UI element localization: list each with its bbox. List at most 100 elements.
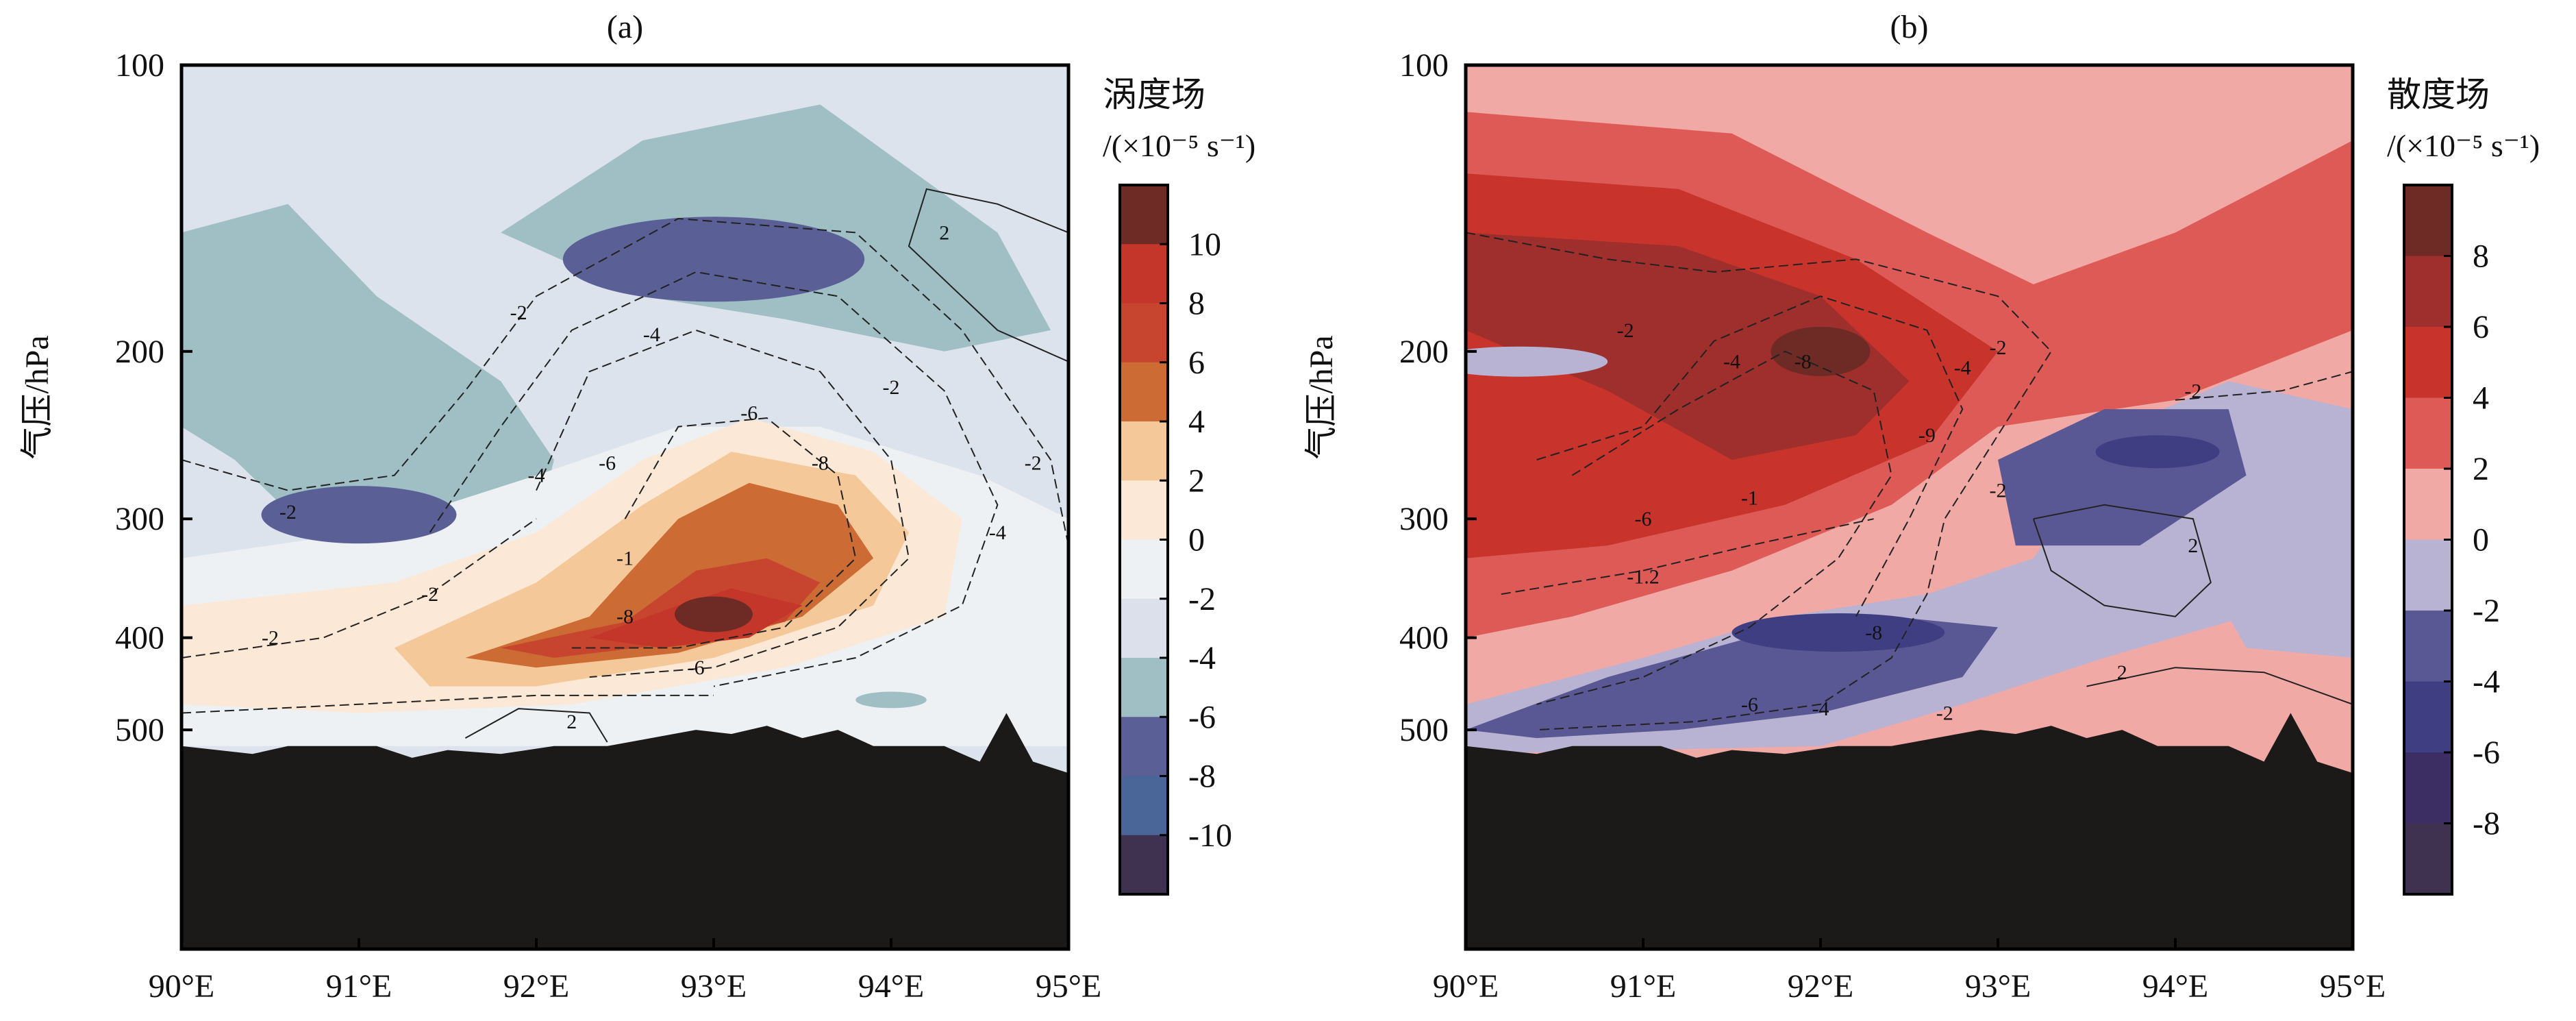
field-a: -2 -4 -2 -6 -4 -8 -2 -6 -2 -2 -1 -4 -2 -8 -6 2 2 <box>182 65 1068 949</box>
colorbar-swatch <box>1120 303 1168 363</box>
colorbar-unit: /(×10⁻⁵ s⁻¹) <box>2387 128 2540 163</box>
y-tick-label: 300 <box>115 501 164 537</box>
contour-plus2-low <box>464 708 608 743</box>
contour-label: -8 <box>1865 622 1882 644</box>
contour-minus2-east <box>2175 371 2353 401</box>
x-tick-label: 95°E <box>1036 968 1102 1005</box>
contour-label: -1.2 <box>1627 565 1660 588</box>
colorbar-tick-label: 4 <box>1188 404 1205 440</box>
colorbar-swatch <box>1120 185 1168 245</box>
colorbar-tick-label: -8 <box>2473 806 2500 842</box>
contour-label: -6 <box>1741 693 1758 716</box>
colorbar-tick-label: 8 <box>2473 238 2489 275</box>
contour-label: -2 <box>2184 380 2201 402</box>
colorbar-tick-label: 6 <box>1188 345 1205 381</box>
x-tick-label: 92°E <box>503 968 570 1005</box>
contour-minus4 <box>1536 295 1964 617</box>
axes-a: (a) 90°E 91°E 92°E 93°E 94°E 95°E 100 200 300 400 5… <box>19 9 1101 1005</box>
y-tick-label: 500 <box>1399 712 1449 748</box>
colorbar-tick-label: -6 <box>2473 735 2500 771</box>
y-tick-label: 100 <box>1399 47 1449 84</box>
colorbar-swatch <box>2404 681 2452 753</box>
contour-label: -6 <box>740 402 758 424</box>
colorbar-swatch <box>1120 835 1168 895</box>
y-axis-label: 气压/hPa <box>1303 335 1340 459</box>
contour-minus2 <box>1466 232 2052 731</box>
contour-label: -8 <box>616 606 634 628</box>
x-tick-label: 92°E <box>1788 968 1854 1005</box>
colorbar-unit: /(×10⁻⁵ s⁻¹) <box>1103 128 1255 163</box>
neg-8-upper-core <box>562 217 865 302</box>
contour-label: -2 <box>1617 319 1634 342</box>
colorbar-tick-label: -8 <box>1188 759 1216 795</box>
contour-label: -2 <box>1936 702 1953 725</box>
y-tick-label: 300 <box>1399 501 1449 537</box>
neg-2-east-low <box>2228 594 2353 658</box>
contour-minus2-low <box>182 694 714 714</box>
contour-label: -9 <box>1918 424 1936 447</box>
contour-label: -2 <box>1990 336 2007 359</box>
contour-label: -6 <box>1635 508 1652 530</box>
contour-label: 2 <box>566 711 577 733</box>
contour-label: -2 <box>883 376 900 399</box>
colorbar-swatch <box>2404 327 2452 398</box>
contour-label: -2 <box>1025 452 1042 475</box>
neg-2-west <box>1466 346 1608 377</box>
colorbar-swatch <box>1120 658 1168 717</box>
contour-minus2-west <box>182 518 537 659</box>
colorbar-swatch <box>1120 539 1168 600</box>
colorbar-swatch <box>1120 362 1168 422</box>
neg-6-west-shape <box>182 204 554 571</box>
plot-frame <box>179 63 1071 951</box>
field-b: -2 -4 -4 -2 -8 -6 -1 -9 -2 -2 -1.2 -8 -6 -4 -2 2 2 <box>1466 65 2353 949</box>
x-tick-label: 90°E <box>1433 968 1499 1005</box>
colorbar-tick-label: -2 <box>1188 581 1216 617</box>
pos-8-core <box>1771 326 1871 376</box>
x-tick-label: 91°E <box>326 968 392 1005</box>
contour-label: -4 <box>1954 356 1971 379</box>
y-tick-label: 400 <box>1399 620 1449 656</box>
colorbar-swatch <box>2404 539 2452 611</box>
contour-label: -4 <box>528 465 545 487</box>
y-tick-label: 200 <box>115 334 164 370</box>
x-tick-label: 94°E <box>2142 968 2209 1005</box>
pos-6-band <box>1466 232 1910 460</box>
y-axis-label: 气压/hPa <box>19 335 55 459</box>
contour-label: -2 <box>421 583 438 606</box>
panel-a: -2 -4 -2 -6 -4 -8 -2 -6 -2 -2 -1 -4 -2 -8 -6 2 2 (a) 90°E 9… <box>19 9 1255 1005</box>
colorbar-swatch <box>2404 469 2452 540</box>
x-tick-label: 93°E <box>1965 968 2031 1005</box>
colorbar-swatch <box>1120 244 1168 304</box>
terrain-mask <box>1466 713 2353 949</box>
colorbar-tick-label: 6 <box>2473 309 2489 345</box>
contour-plus2-low <box>2086 667 2353 705</box>
colorbar-swatch <box>1120 598 1168 659</box>
colorbar-swatch <box>1120 776 1168 836</box>
colorbar-tick-label: 8 <box>1188 286 1205 322</box>
contour-label: -2 <box>262 627 279 650</box>
contour-label: -2 <box>279 501 297 524</box>
contour-label: -8 <box>812 452 829 475</box>
contour-label: -2 <box>510 302 527 324</box>
colorbar-tick-label: 0 <box>2473 522 2489 558</box>
colorbar-swatch <box>2404 185 2452 256</box>
terrain-mask <box>182 713 1068 949</box>
colorbar-tick-label: -2 <box>2473 593 2500 629</box>
colorbar-tick-label: 2 <box>1188 463 1205 499</box>
colorbar-tick-label: -6 <box>1188 699 1216 735</box>
pos-6-shape <box>501 558 821 658</box>
colorbar-title: 散度场 <box>2387 75 2490 114</box>
axes-b: (b) 90°E 91°E 92°E 93°E 94°E 95°E 100 200 300 400 5… <box>1303 9 2386 1005</box>
contour-plus2-upper <box>908 188 1068 362</box>
contour-label: -1 <box>616 548 634 570</box>
colorbar-swatch <box>1120 421 1168 481</box>
contour-plus2 <box>2032 504 2212 617</box>
colorbar-tick-label: 0 <box>1188 522 1205 558</box>
colorbar-swatch <box>1120 480 1168 540</box>
x-tick-label: 90°E <box>149 968 215 1005</box>
x-tick-label: 93°E <box>681 968 747 1005</box>
contour-label: -4 <box>989 521 1006 544</box>
y-tick-label: 400 <box>115 620 164 656</box>
colorbar-swatch <box>2404 611 2452 682</box>
